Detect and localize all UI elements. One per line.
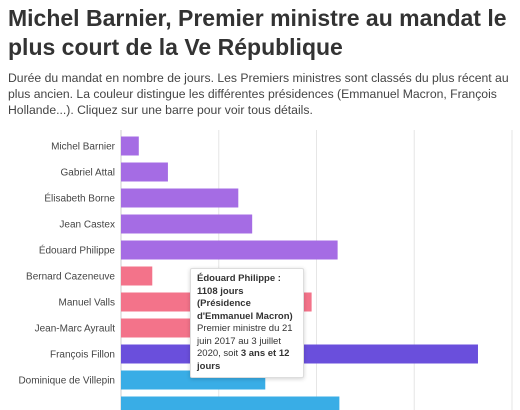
category-label-7: Jean-Marc Ayrault xyxy=(35,324,116,335)
bar-tooltip: Édouard Philippe : 1108 jours (Présidenc… xyxy=(190,268,304,378)
category-label-1: Gabriel Attal xyxy=(61,168,115,179)
chart-title: Michel Barnier, Premier ministre au mand… xyxy=(8,5,507,60)
category-label-6: Manuel Valls xyxy=(58,298,115,309)
category-label-2: Élisabeth Borne xyxy=(44,192,115,205)
bar-3[interactable] xyxy=(121,214,253,234)
bar-0[interactable] xyxy=(121,136,139,156)
tooltip-body: Premier ministre du 21 juin 2017 au 3 ju… xyxy=(197,323,297,373)
bar-4[interactable] xyxy=(121,240,338,260)
bar-1[interactable] xyxy=(121,162,168,182)
bar-2[interactable] xyxy=(121,188,239,208)
category-label-5: Bernard Cazeneuve xyxy=(26,272,115,283)
category-label-9: Dominique de Villepin xyxy=(18,376,115,387)
category-label-3: Jean Castex xyxy=(59,220,115,231)
tooltip-head: Édouard Philippe : 1108 jours (Présidenc… xyxy=(197,273,293,322)
chart-subtitle: Durée du mandat en nombre de jours. Les … xyxy=(8,71,509,117)
tooltip-body-text: Premier ministre du 21 juin 2017 au 3 ju… xyxy=(197,323,293,359)
tooltip-body-duration: 3 ans et 12 jours xyxy=(197,348,290,372)
bar-5[interactable] xyxy=(121,266,153,286)
category-label-0: Michel Barnier xyxy=(51,142,116,153)
bar-10[interactable] xyxy=(121,396,340,410)
category-label-4: Édouard Philippe xyxy=(39,244,116,257)
category-label-8: François Fillon xyxy=(50,350,115,361)
